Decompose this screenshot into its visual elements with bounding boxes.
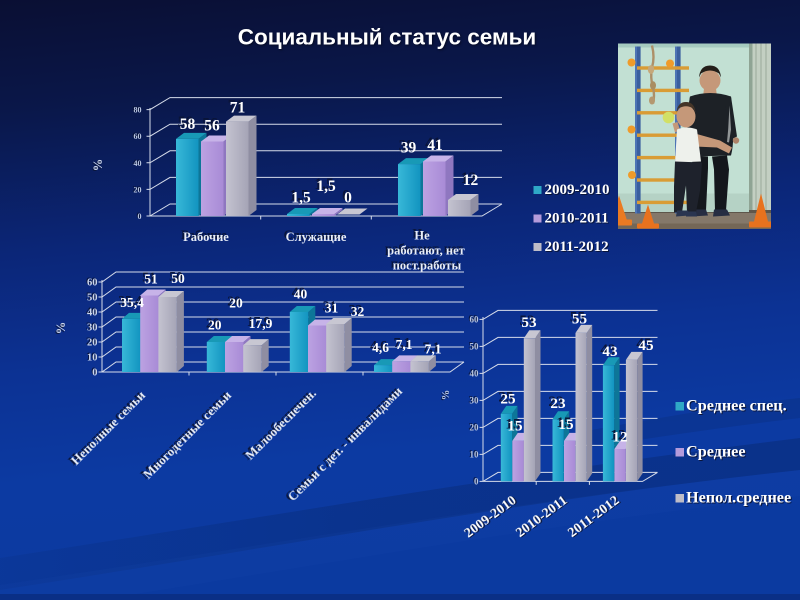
svg-text:17,9: 17,9 [249, 316, 273, 331]
svg-text:40: 40 [470, 368, 480, 378]
svg-text:51: 51 [144, 271, 158, 286]
svg-text:20: 20 [229, 296, 243, 311]
svg-text:60: 60 [87, 278, 98, 289]
svg-text:%: % [54, 322, 68, 335]
svg-text:39: 39 [401, 140, 417, 157]
svg-text:15: 15 [558, 416, 574, 433]
svg-text:1,5: 1,5 [291, 190, 311, 207]
svg-text:10: 10 [470, 449, 480, 459]
svg-text:2011-2012: 2011-2012 [545, 239, 609, 255]
svg-text:60: 60 [134, 132, 142, 141]
svg-text:20: 20 [134, 185, 142, 194]
svg-text:Рабочие: Рабочие [183, 230, 229, 244]
svg-text:40: 40 [87, 308, 98, 319]
svg-text:7,1: 7,1 [396, 337, 413, 352]
svg-text:0: 0 [138, 212, 142, 221]
svg-text:50: 50 [470, 341, 480, 351]
svg-text:20: 20 [470, 422, 480, 432]
svg-text:58: 58 [180, 116, 196, 133]
svg-text:4,6: 4,6 [372, 340, 389, 355]
svg-text:25: 25 [500, 391, 516, 408]
svg-text:60: 60 [470, 314, 480, 324]
svg-text:55: 55 [572, 310, 588, 327]
svg-text:1,5: 1,5 [316, 178, 336, 195]
svg-text:56: 56 [204, 118, 220, 135]
svg-text:0: 0 [474, 476, 479, 486]
svg-text:43: 43 [602, 343, 618, 360]
svg-text:0: 0 [92, 368, 97, 379]
svg-text:работают, нет: работают, нет [387, 244, 465, 258]
svg-text:71: 71 [230, 100, 246, 117]
svg-text:%: % [91, 159, 105, 172]
svg-text:53: 53 [521, 314, 537, 331]
svg-text:Социальный статус семьи: Социальный статус семьи [238, 25, 537, 50]
svg-text:20: 20 [87, 338, 98, 349]
svg-text:2009-2010: 2009-2010 [545, 182, 610, 198]
svg-text:45: 45 [638, 337, 654, 354]
svg-text:80: 80 [134, 106, 142, 115]
svg-text:30: 30 [470, 395, 480, 405]
svg-text:Служащие: Служащие [286, 230, 347, 244]
svg-text:20: 20 [208, 318, 222, 333]
svg-text:пост.работы: пост.работы [393, 259, 462, 273]
svg-text:7,1: 7,1 [425, 342, 442, 357]
svg-text:32: 32 [351, 304, 365, 319]
svg-text:50: 50 [171, 271, 185, 286]
svg-text:Непол.среднее: Непол.среднее [686, 489, 791, 507]
svg-text:2010-2011: 2010-2011 [545, 211, 609, 227]
svg-text:0: 0 [344, 190, 352, 207]
svg-text:Среднее спец.: Среднее спец. [686, 397, 787, 415]
svg-text:35,4: 35,4 [120, 295, 144, 310]
svg-text:Не: Не [414, 229, 430, 243]
svg-text:23: 23 [550, 395, 566, 412]
svg-text:%: % [441, 390, 452, 401]
svg-text:Среднее: Среднее [686, 443, 746, 461]
svg-text:40: 40 [294, 287, 308, 302]
svg-text:31: 31 [325, 301, 339, 316]
svg-text:50: 50 [87, 293, 98, 304]
svg-text:15: 15 [507, 418, 523, 435]
svg-text:40: 40 [134, 159, 142, 168]
svg-text:41: 41 [427, 137, 443, 154]
svg-text:10: 10 [87, 353, 98, 364]
svg-text:12: 12 [612, 429, 627, 446]
svg-text:30: 30 [87, 323, 98, 334]
svg-text:12: 12 [463, 172, 479, 189]
